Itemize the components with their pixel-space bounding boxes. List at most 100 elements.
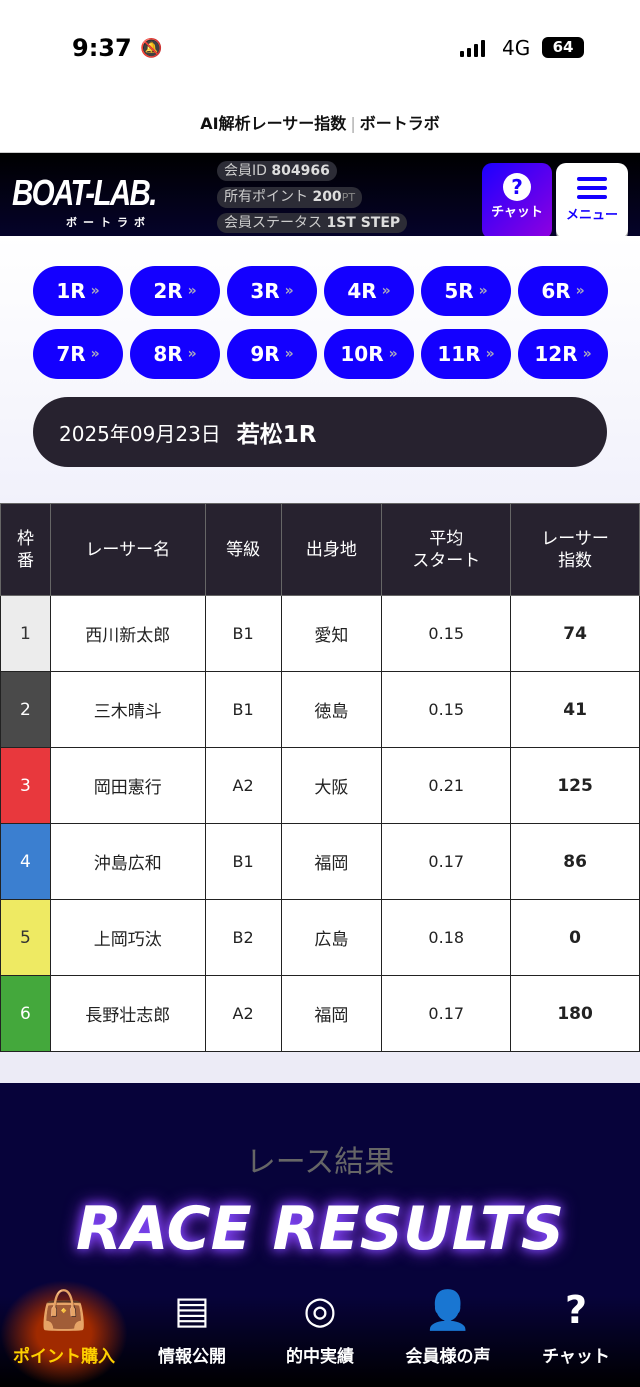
racer-home: 徳島	[280, 671, 383, 748]
nav-item[interactable]: 👤 会員様の声	[384, 1280, 512, 1387]
target-click-icon: ◎	[303, 1288, 337, 1332]
column-header: 等級	[204, 503, 282, 596]
racer-name: 長野壮志郎	[49, 975, 206, 1052]
header-text: 等級	[226, 539, 261, 560]
header-text: 枠	[16, 528, 34, 549]
clock: 9:37	[72, 34, 132, 62]
double-chevron-icon: »	[582, 346, 592, 362]
racer-class: B2	[204, 899, 282, 976]
status-value: 1ST STEP	[326, 215, 401, 231]
battery-icon: 64	[542, 37, 584, 58]
bell-muted-icon: 🔕	[140, 38, 163, 59]
race-label: 11R	[437, 342, 481, 366]
chat-label: チャット	[491, 205, 543, 220]
network-type: 4G	[502, 36, 531, 60]
race-label: 8R	[153, 342, 183, 366]
site-header: BOAT-LAB. ボートラボ 会員ID 804966 所有ポイント 200PT…	[0, 152, 640, 236]
column-header: 平均 スタート	[381, 503, 512, 596]
race-button-5r[interactable]: 5R»	[421, 266, 511, 316]
nav-label: 会員様の声	[405, 1347, 491, 1367]
nav-item[interactable]: ▤ 情報公開	[128, 1280, 256, 1387]
race-button-4r[interactable]: 4R»	[324, 266, 414, 316]
column-header: レーサー名	[49, 503, 206, 596]
title-site: ボートラボ	[359, 114, 440, 133]
question-chat-icon: ?	[564, 1288, 588, 1332]
race-button-8r[interactable]: 8R»	[130, 329, 220, 379]
table-row: 3 岡田憲行 A2 大阪 0.21 125	[0, 747, 640, 824]
header-text: 指数	[558, 550, 593, 571]
race-button-3r[interactable]: 3R»	[227, 266, 317, 316]
double-chevron-icon: »	[90, 346, 100, 362]
nav-item[interactable]: 👜 ポイント購入	[0, 1280, 128, 1387]
column-header: 枠番	[0, 503, 51, 596]
logo-subtitle: ボートラボ	[66, 216, 151, 229]
question-icon: ?	[503, 173, 531, 201]
race-button-2r[interactable]: 2R»	[130, 266, 220, 316]
double-chevron-icon: »	[381, 283, 391, 299]
nav-item[interactable]: ? チャット	[512, 1280, 640, 1387]
double-chevron-icon: »	[187, 283, 197, 299]
frame-number: 5	[0, 899, 51, 976]
race-button-12r[interactable]: 12R»	[518, 329, 608, 379]
racer-name: 西川新太郎	[49, 595, 206, 672]
double-chevron-icon: »	[575, 283, 585, 299]
race-label: 12R	[534, 342, 578, 366]
race-label: 10R	[340, 342, 384, 366]
points-unit: PT	[341, 191, 356, 204]
avg-start: 0.15	[381, 595, 512, 672]
venue-race: 若松1R	[236, 422, 317, 448]
page-title: AI解析レーサー指数 | ボートラボ	[0, 95, 640, 152]
racer-class: A2	[204, 975, 282, 1052]
nav-item[interactable]: ◎ 的中実績	[256, 1280, 384, 1387]
race-results-subtitle: レース結果	[245, 1145, 395, 1180]
racer-name: 岡田憲行	[49, 747, 206, 824]
header-text: 平均	[429, 528, 464, 549]
nav-label: 情報公開	[158, 1347, 226, 1367]
racer-name: 上岡巧汰	[49, 899, 206, 976]
racer-class: B1	[204, 595, 282, 672]
points-value: 200	[312, 189, 342, 205]
column-header: 出身地	[280, 503, 383, 596]
table-row: 2 三木晴斗 B1 徳島 0.15 41	[0, 671, 640, 748]
racer-home: 大阪	[280, 747, 383, 824]
race-label: 1R	[56, 279, 86, 303]
race-button-10r[interactable]: 10R»	[324, 329, 414, 379]
title-main: AI解析レーサー指数	[200, 114, 347, 133]
double-chevron-icon: »	[187, 346, 197, 362]
menu-label: メニュー	[565, 208, 618, 223]
race-button-6r[interactable]: 6R»	[518, 266, 608, 316]
racer-name: 沖島広和	[49, 823, 206, 900]
race-label: 7R	[56, 342, 86, 366]
table-row: 5 上岡巧汰 B2 広島 0.18 0	[0, 899, 640, 976]
member-id-value: 804966	[271, 163, 330, 179]
hamburger-icon	[577, 177, 607, 199]
race-button-9r[interactable]: 9R»	[227, 329, 317, 379]
racer-home: 福岡	[280, 823, 383, 900]
double-chevron-icon: »	[90, 283, 100, 299]
title-separator: |	[350, 114, 356, 133]
racer-index: 74	[510, 595, 640, 672]
header-text: 番	[16, 550, 34, 571]
nav-label: 的中実績	[286, 1347, 354, 1367]
member-status: 会員ステータス 1ST STEP	[217, 213, 408, 233]
race-button-11r[interactable]: 11R»	[421, 329, 511, 379]
racer-index: 41	[510, 671, 640, 748]
member-id: 会員ID 804966	[217, 161, 337, 181]
frame-number: 2	[0, 671, 51, 748]
racer-index: 86	[510, 823, 640, 900]
points-label: 所有ポイント	[224, 189, 308, 205]
table-row: 1 西川新太郎 B1 愛知 0.15 74	[0, 595, 640, 672]
race-results-title: RACE RESULTS	[75, 1194, 565, 1264]
race-button-1r[interactable]: 1R»	[33, 266, 123, 316]
avg-start: 0.17	[381, 823, 512, 900]
chat-button[interactable]: ? チャット	[482, 163, 552, 236]
double-chevron-icon: »	[284, 283, 294, 299]
race-label: 2R	[153, 279, 183, 303]
race-label: 5R	[444, 279, 474, 303]
column-header: レーサー 指数	[510, 503, 640, 596]
race-button-7r[interactable]: 7R»	[33, 329, 123, 379]
logo[interactable]: BOAT-LAB.	[12, 172, 157, 213]
racer-table: 枠番レーサー名 等級 出身地 平均 スタート レーサー 指数 1 西川新太郎 B1 愛知 0…	[0, 503, 640, 1052]
menu-button[interactable]: メニュー	[556, 163, 628, 236]
race-label: 9R	[250, 342, 280, 366]
